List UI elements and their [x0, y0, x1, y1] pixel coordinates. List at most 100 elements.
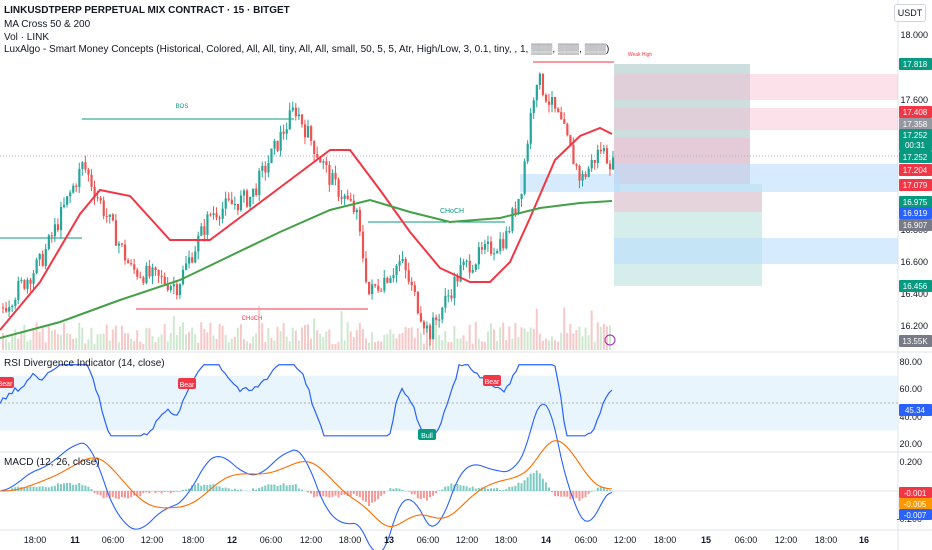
candle-body — [392, 275, 395, 279]
volume-bar — [163, 324, 166, 350]
macd-histogram-bar — [276, 486, 279, 491]
candle-body — [194, 251, 197, 263]
macd-histogram-bar — [563, 491, 566, 497]
volume-bar — [75, 338, 78, 350]
volume-bar — [575, 329, 578, 350]
macd-histogram-bar — [578, 491, 581, 501]
candle-body — [178, 284, 182, 296]
macd-title[interactable]: MACD (12, 26, close) — [4, 457, 100, 468]
candle-body — [303, 124, 307, 138]
time-label: 12:00 — [300, 535, 323, 545]
smc-legend[interactable]: LuxAlgo - Smart Money Concepts (Historic… — [4, 44, 610, 55]
volume-bar — [483, 341, 486, 350]
candle-body — [26, 279, 29, 289]
macd-histogram-bar — [261, 486, 264, 491]
macd-histogram-bar — [127, 491, 130, 499]
macd-histogram-bar — [413, 491, 416, 495]
volume-bar — [221, 325, 224, 350]
rsi-title[interactable]: RSI Divergence Indicator (14, close) — [4, 358, 165, 369]
macd-tag-label: -0.005 — [904, 500, 927, 509]
candle-body — [407, 270, 410, 282]
macd-histogram-bar — [120, 491, 123, 498]
candle-body — [203, 226, 206, 235]
candle-body — [291, 107, 294, 111]
macd-histogram-bar — [554, 491, 557, 497]
volume-bar — [215, 338, 218, 350]
volume-bar — [96, 334, 99, 350]
macd-histogram-bar — [285, 485, 288, 491]
macd-histogram-bar — [599, 486, 602, 491]
time-label: 18:00 — [495, 535, 518, 545]
volume-bar — [471, 343, 474, 350]
macd-histogram-bar — [389, 488, 392, 491]
candle-body — [139, 276, 142, 278]
candle-body — [242, 190, 246, 196]
volume-bar — [398, 333, 401, 350]
candle-body — [322, 161, 325, 163]
volume-bar — [133, 340, 136, 350]
volume-bar — [316, 330, 319, 350]
candle-body — [270, 148, 273, 164]
volume-bar — [53, 329, 56, 350]
volume-bar — [560, 332, 563, 350]
candle-body — [416, 291, 419, 314]
macd-histogram-bar — [41, 486, 44, 491]
risk-zone — [614, 192, 762, 212]
candle-body — [608, 163, 612, 170]
volume-bar — [151, 336, 154, 350]
volume-bar — [294, 330, 297, 350]
candle-body — [557, 108, 560, 113]
macd-histogram-bar — [310, 491, 313, 494]
candle-body — [444, 295, 447, 308]
macd-histogram-bar — [584, 491, 587, 498]
volume-bar — [386, 333, 389, 350]
volume-bar — [72, 338, 75, 350]
volume-bar — [331, 343, 334, 350]
macd-histogram-bar — [490, 488, 492, 491]
candle-body — [563, 119, 566, 124]
rsi-line — [0, 363, 613, 437]
candle-body — [374, 284, 377, 286]
macd-histogram-bar — [188, 488, 191, 491]
volume-bar — [191, 327, 194, 350]
ma-cross-legend[interactable]: MA Cross 50 & 200 — [4, 19, 91, 30]
macd-histogram-bar — [392, 488, 395, 491]
candle-body — [267, 163, 270, 173]
candle-body — [377, 285, 380, 291]
volume-bar — [352, 337, 355, 350]
volume-bar — [197, 342, 200, 350]
candle-body — [50, 235, 53, 237]
volume-bar — [108, 340, 111, 350]
volume-bar — [124, 333, 126, 350]
volume-bar — [66, 333, 69, 350]
candle-body — [66, 196, 69, 205]
volume-bar — [14, 329, 17, 350]
candle-body — [319, 157, 322, 163]
candle-body — [386, 277, 389, 283]
candle-body — [587, 168, 590, 177]
macd-histogram-bar — [511, 486, 514, 491]
price-tick: 16.400 — [900, 289, 928, 299]
candle-body — [181, 269, 185, 285]
macd-histogram-bar — [221, 487, 224, 491]
time-label: 18:00 — [182, 535, 205, 545]
candle-body — [538, 73, 541, 85]
volume-legend[interactable]: Vol · LINK — [4, 32, 50, 43]
currency-button[interactable]: USDT — [894, 4, 926, 22]
macd-histogram-bar — [371, 491, 374, 503]
macd-histogram-bar — [81, 485, 84, 491]
macd-histogram-bar — [145, 491, 148, 493]
macd-histogram-bar — [252, 488, 255, 491]
candle-body — [264, 166, 267, 173]
volume-bar — [233, 336, 236, 350]
candle-body — [172, 284, 175, 287]
candle-body — [151, 267, 154, 277]
candle-body — [300, 114, 304, 125]
macd-histogram-bar — [496, 487, 499, 491]
macd-histogram-bar — [316, 491, 319, 497]
candle-body — [288, 110, 291, 130]
price-tag-label: 17.252 — [903, 153, 928, 162]
volume-bar — [142, 343, 145, 350]
volume-bar — [581, 336, 584, 350]
